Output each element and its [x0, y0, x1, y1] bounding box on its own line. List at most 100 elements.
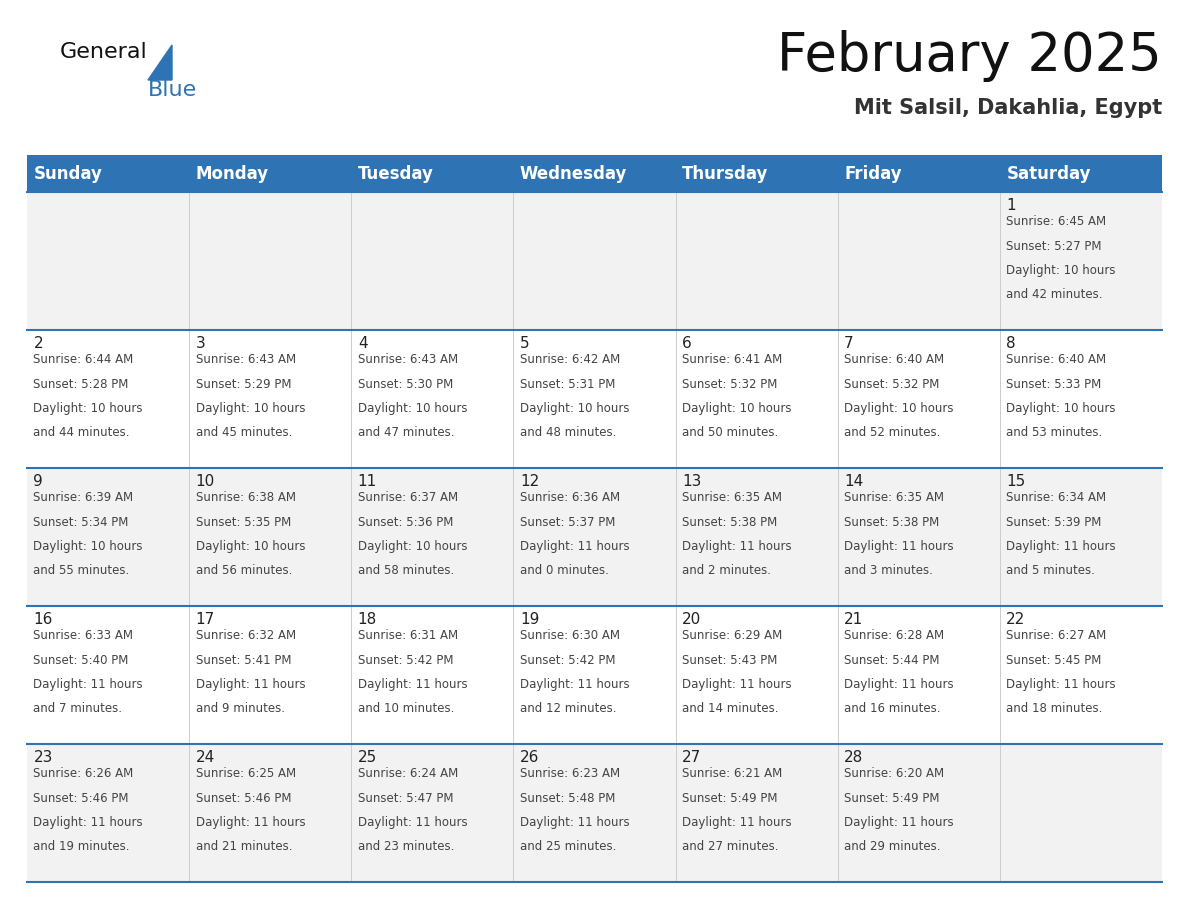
Text: and 45 minutes.: and 45 minutes.	[196, 426, 292, 439]
Text: 20: 20	[682, 611, 701, 626]
Text: Sunrise: 6:33 AM: Sunrise: 6:33 AM	[33, 630, 133, 643]
Text: Daylight: 10 hours: Daylight: 10 hours	[196, 540, 305, 553]
Text: Sunset: 5:49 PM: Sunset: 5:49 PM	[845, 791, 940, 804]
Text: and 9 minutes.: and 9 minutes.	[196, 702, 285, 715]
Text: Daylight: 11 hours: Daylight: 11 hours	[358, 816, 467, 829]
Text: February 2025: February 2025	[777, 30, 1162, 82]
Text: Sunrise: 6:24 AM: Sunrise: 6:24 AM	[358, 767, 459, 780]
Text: Sunrise: 6:40 AM: Sunrise: 6:40 AM	[845, 353, 944, 366]
Text: Sunrise: 6:26 AM: Sunrise: 6:26 AM	[33, 767, 134, 780]
Text: Sunrise: 6:25 AM: Sunrise: 6:25 AM	[196, 767, 296, 780]
Text: Daylight: 11 hours: Daylight: 11 hours	[520, 816, 630, 829]
Text: General: General	[61, 42, 147, 62]
Text: Daylight: 11 hours: Daylight: 11 hours	[845, 540, 954, 553]
Text: 19: 19	[520, 611, 539, 626]
Text: Sunrise: 6:40 AM: Sunrise: 6:40 AM	[1006, 353, 1106, 366]
Text: Daylight: 11 hours: Daylight: 11 hours	[196, 677, 305, 690]
Text: Sunrise: 6:21 AM: Sunrise: 6:21 AM	[682, 767, 783, 780]
Text: and 52 minutes.: and 52 minutes.	[845, 426, 941, 439]
Text: Sunset: 5:32 PM: Sunset: 5:32 PM	[682, 377, 777, 391]
Text: Daylight: 10 hours: Daylight: 10 hours	[33, 402, 143, 415]
Text: Sunrise: 6:32 AM: Sunrise: 6:32 AM	[196, 630, 296, 643]
Text: and 48 minutes.: and 48 minutes.	[520, 426, 617, 439]
Text: 6: 6	[682, 335, 691, 351]
Text: Sunset: 5:28 PM: Sunset: 5:28 PM	[33, 377, 128, 391]
Text: 4: 4	[358, 335, 367, 351]
Text: Monday: Monday	[196, 164, 268, 183]
Text: Daylight: 11 hours: Daylight: 11 hours	[520, 677, 630, 690]
Text: 13: 13	[682, 474, 701, 488]
Text: Sunset: 5:34 PM: Sunset: 5:34 PM	[33, 516, 128, 529]
Text: 22: 22	[1006, 611, 1025, 626]
Text: 1: 1	[1006, 197, 1016, 213]
Text: and 42 minutes.: and 42 minutes.	[1006, 288, 1102, 301]
Text: Sunrise: 6:44 AM: Sunrise: 6:44 AM	[33, 353, 134, 366]
Text: 23: 23	[33, 749, 52, 765]
Text: Daylight: 11 hours: Daylight: 11 hours	[196, 816, 305, 829]
Text: Sunset: 5:39 PM: Sunset: 5:39 PM	[1006, 516, 1101, 529]
Text: Wednesday: Wednesday	[520, 164, 627, 183]
Text: and 2 minutes.: and 2 minutes.	[682, 564, 771, 577]
Text: Sunset: 5:40 PM: Sunset: 5:40 PM	[33, 654, 128, 666]
Text: Sunrise: 6:36 AM: Sunrise: 6:36 AM	[520, 491, 620, 505]
Text: Sunrise: 6:28 AM: Sunrise: 6:28 AM	[845, 630, 944, 643]
Text: Sunset: 5:35 PM: Sunset: 5:35 PM	[196, 516, 291, 529]
Text: Daylight: 11 hours: Daylight: 11 hours	[33, 677, 143, 690]
Text: 25: 25	[358, 749, 377, 765]
Text: Sunrise: 6:23 AM: Sunrise: 6:23 AM	[520, 767, 620, 780]
Text: Sunrise: 6:41 AM: Sunrise: 6:41 AM	[682, 353, 783, 366]
Text: Daylight: 10 hours: Daylight: 10 hours	[1006, 263, 1116, 276]
Text: Sunrise: 6:37 AM: Sunrise: 6:37 AM	[358, 491, 457, 505]
Text: and 19 minutes.: and 19 minutes.	[33, 840, 129, 853]
Text: Sunset: 5:46 PM: Sunset: 5:46 PM	[196, 791, 291, 804]
Text: 9: 9	[33, 474, 43, 488]
Text: 24: 24	[196, 749, 215, 765]
Text: Sunset: 5:46 PM: Sunset: 5:46 PM	[33, 791, 129, 804]
Text: 2: 2	[33, 335, 43, 351]
Text: and 55 minutes.: and 55 minutes.	[33, 564, 129, 577]
Text: Daylight: 11 hours: Daylight: 11 hours	[1006, 677, 1116, 690]
Text: Tuesday: Tuesday	[358, 164, 434, 183]
Text: Daylight: 10 hours: Daylight: 10 hours	[358, 540, 467, 553]
Text: Daylight: 10 hours: Daylight: 10 hours	[520, 402, 630, 415]
Text: Sunset: 5:41 PM: Sunset: 5:41 PM	[196, 654, 291, 666]
Text: Sunset: 5:33 PM: Sunset: 5:33 PM	[1006, 377, 1101, 391]
Text: and 44 minutes.: and 44 minutes.	[33, 426, 129, 439]
Text: and 27 minutes.: and 27 minutes.	[682, 840, 778, 853]
Text: Sunrise: 6:29 AM: Sunrise: 6:29 AM	[682, 630, 783, 643]
Text: Friday: Friday	[845, 164, 902, 183]
Text: Sunrise: 6:38 AM: Sunrise: 6:38 AM	[196, 491, 296, 505]
Text: Sunrise: 6:20 AM: Sunrise: 6:20 AM	[845, 767, 944, 780]
Text: Daylight: 11 hours: Daylight: 11 hours	[845, 677, 954, 690]
Text: and 3 minutes.: and 3 minutes.	[845, 564, 933, 577]
Text: 3: 3	[196, 335, 206, 351]
Text: Sunset: 5:30 PM: Sunset: 5:30 PM	[358, 377, 453, 391]
Text: 12: 12	[520, 474, 539, 488]
Text: Sunset: 5:36 PM: Sunset: 5:36 PM	[358, 516, 453, 529]
Text: and 16 minutes.: and 16 minutes.	[845, 702, 941, 715]
Text: Sunset: 5:49 PM: Sunset: 5:49 PM	[682, 791, 778, 804]
Text: and 5 minutes.: and 5 minutes.	[1006, 564, 1095, 577]
Text: 7: 7	[845, 335, 854, 351]
Text: 14: 14	[845, 474, 864, 488]
Text: Sunset: 5:42 PM: Sunset: 5:42 PM	[520, 654, 615, 666]
Text: and 18 minutes.: and 18 minutes.	[1006, 702, 1102, 715]
Text: 26: 26	[520, 749, 539, 765]
Text: Daylight: 11 hours: Daylight: 11 hours	[682, 816, 791, 829]
Text: Saturday: Saturday	[1006, 164, 1091, 183]
Text: Sunset: 5:43 PM: Sunset: 5:43 PM	[682, 654, 777, 666]
Text: Sunset: 5:32 PM: Sunset: 5:32 PM	[845, 377, 940, 391]
Text: Daylight: 10 hours: Daylight: 10 hours	[358, 402, 467, 415]
Text: Daylight: 11 hours: Daylight: 11 hours	[682, 677, 791, 690]
Text: and 25 minutes.: and 25 minutes.	[520, 840, 617, 853]
Text: Daylight: 11 hours: Daylight: 11 hours	[33, 816, 143, 829]
Text: 16: 16	[33, 611, 52, 626]
Text: and 12 minutes.: and 12 minutes.	[520, 702, 617, 715]
Text: Sunset: 5:38 PM: Sunset: 5:38 PM	[682, 516, 777, 529]
Text: Sunrise: 6:45 AM: Sunrise: 6:45 AM	[1006, 216, 1106, 229]
Text: 11: 11	[358, 474, 377, 488]
Text: Sunrise: 6:35 AM: Sunrise: 6:35 AM	[845, 491, 944, 505]
Text: Daylight: 10 hours: Daylight: 10 hours	[845, 402, 954, 415]
Text: 18: 18	[358, 611, 377, 626]
Text: Sunset: 5:48 PM: Sunset: 5:48 PM	[520, 791, 615, 804]
